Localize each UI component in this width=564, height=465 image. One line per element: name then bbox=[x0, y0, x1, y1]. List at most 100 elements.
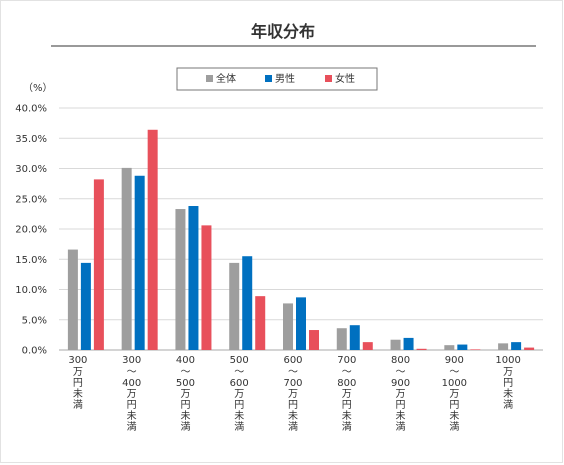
x-tick-label-part: 満 bbox=[288, 421, 298, 433]
legend: 全体 男性 女性 bbox=[206, 72, 355, 85]
x-tick-label-part: 円 bbox=[288, 400, 298, 411]
x-tick-label-part: 800 bbox=[337, 378, 356, 389]
x-tick-label-part: 1000 bbox=[442, 378, 467, 389]
legend-label: 男性 bbox=[275, 72, 295, 85]
bar-女性 bbox=[524, 347, 535, 350]
bar-全体 bbox=[390, 339, 401, 350]
chart-title: 年収分布 bbox=[251, 22, 315, 41]
bar-女性 bbox=[93, 179, 104, 350]
x-tick-label-part: 未 bbox=[127, 410, 137, 422]
x-tick-label: 1000 bbox=[495, 355, 520, 366]
x-tick-label-part: 万 bbox=[73, 367, 83, 378]
x-tick-label-part: 万 bbox=[127, 389, 137, 400]
bar-女性 bbox=[470, 349, 481, 350]
x-tick-label-part: 円 bbox=[449, 400, 459, 411]
x-tick-label-part: 満 bbox=[396, 421, 406, 433]
x-tick-label-part: 未 bbox=[449, 410, 459, 422]
y-tick-label: 20.0% bbox=[15, 225, 47, 236]
x-tick-label-part: 満 bbox=[449, 421, 459, 433]
x-tick-label-part: 満 bbox=[234, 421, 244, 433]
x-tick-label-part: 万 bbox=[396, 389, 406, 400]
x-tick-label-part: 円 bbox=[342, 400, 352, 411]
x-tick-label-part: 未 bbox=[503, 388, 513, 400]
x-tick-label-part: 未 bbox=[234, 410, 244, 422]
x-tick-label-part: 900 bbox=[391, 378, 410, 389]
legend-swatch bbox=[206, 75, 213, 82]
bar-全体 bbox=[121, 167, 132, 350]
x-tick-label-part: 円 bbox=[73, 378, 83, 389]
y-tick-label: 0.0% bbox=[22, 346, 47, 357]
legend-swatch bbox=[265, 75, 272, 82]
y-tick-label: 15.0% bbox=[15, 255, 47, 266]
x-tick-label-part: 未 bbox=[180, 410, 190, 422]
x-tick-label-part: ～ bbox=[234, 367, 244, 378]
x-tick-label-part: 満 bbox=[503, 399, 513, 411]
x-tick-label-part: 700 bbox=[283, 378, 302, 389]
bar-全体 bbox=[67, 249, 78, 350]
bar-男性 bbox=[403, 337, 414, 350]
bar-女性 bbox=[362, 342, 373, 350]
x-tick-label-part: 未 bbox=[396, 410, 406, 422]
x-tick-label: 700 bbox=[337, 355, 356, 366]
x-tick-label-part: 400 bbox=[122, 378, 141, 389]
x-tick-label: 400 bbox=[176, 355, 195, 366]
bar-男性 bbox=[349, 325, 360, 350]
y-tick-label: 5.0% bbox=[22, 315, 47, 326]
bar-全体 bbox=[444, 345, 455, 350]
y-tick-label: 30.0% bbox=[15, 164, 47, 175]
bar-男性 bbox=[511, 342, 522, 350]
x-tick-label: 300 bbox=[122, 355, 141, 366]
y-axis-unit-label: （%） bbox=[23, 82, 53, 94]
x-tick-label-part: ～ bbox=[342, 367, 352, 378]
bar-男性 bbox=[242, 256, 253, 350]
bar-女性 bbox=[309, 330, 319, 350]
x-tick-label: 300 bbox=[68, 355, 87, 366]
bar-全体 bbox=[229, 262, 240, 350]
x-tick-label-part: 万 bbox=[342, 389, 352, 400]
x-tick-label-part: 万 bbox=[288, 389, 298, 400]
x-tick-label: 500 bbox=[230, 355, 249, 366]
bar-全体 bbox=[498, 343, 509, 350]
x-tick-label-part: 円 bbox=[234, 400, 244, 411]
bar-男性 bbox=[80, 262, 91, 350]
x-tick-label-part: 未 bbox=[342, 410, 352, 422]
x-tick-label-part: ～ bbox=[449, 367, 459, 378]
x-tick-label-part: 万 bbox=[180, 389, 190, 400]
bar-男性 bbox=[457, 344, 468, 350]
x-tick-label: 800 bbox=[391, 355, 410, 366]
bar-女性 bbox=[147, 129, 158, 350]
x-tick-label-part: 600 bbox=[230, 378, 249, 389]
x-tick-label-part: 満 bbox=[342, 421, 352, 433]
bar-男性 bbox=[134, 175, 145, 350]
x-tick-label-part: 満 bbox=[127, 421, 137, 433]
bars bbox=[67, 129, 535, 350]
bar-男性 bbox=[296, 297, 306, 350]
x-tick-label-part: ～ bbox=[288, 367, 298, 378]
y-tick-label: 10.0% bbox=[15, 285, 47, 296]
x-tick-label-part: 万 bbox=[234, 389, 244, 400]
x-tick-label-part: 万 bbox=[503, 367, 513, 378]
y-tick-label: 35.0% bbox=[15, 134, 47, 145]
x-tick-label-part: 円 bbox=[180, 400, 190, 411]
y-tick-label: 25.0% bbox=[15, 194, 47, 205]
x-axis-labels: 300万円未満300～400万円未満400～500万円未満500～600万円未満… bbox=[68, 355, 520, 433]
bar-女性 bbox=[416, 348, 427, 350]
legend-swatch bbox=[325, 75, 332, 82]
x-tick-label-part: 未 bbox=[73, 388, 83, 400]
y-tick-label: 40.0% bbox=[15, 104, 47, 115]
bar-全体 bbox=[283, 303, 293, 350]
legend-label: 女性 bbox=[335, 72, 355, 85]
bar-全体 bbox=[175, 209, 186, 350]
bar-男性 bbox=[188, 206, 199, 350]
bar-全体 bbox=[336, 328, 347, 350]
x-tick-label-part: ～ bbox=[127, 367, 137, 378]
y-axis-ticks: 0.0% 5.0% 10.0% 15.0% 20.0% 25.0% 30.0% 35.0% 40… bbox=[15, 104, 47, 357]
x-tick-label-part: 未 bbox=[288, 410, 298, 422]
x-tick-label-part: 円 bbox=[503, 378, 513, 389]
x-tick-label-part: ～ bbox=[180, 367, 190, 378]
x-tick-label-part: 円 bbox=[396, 400, 406, 411]
x-tick-label: 900 bbox=[445, 355, 464, 366]
x-tick-label: 600 bbox=[283, 355, 302, 366]
